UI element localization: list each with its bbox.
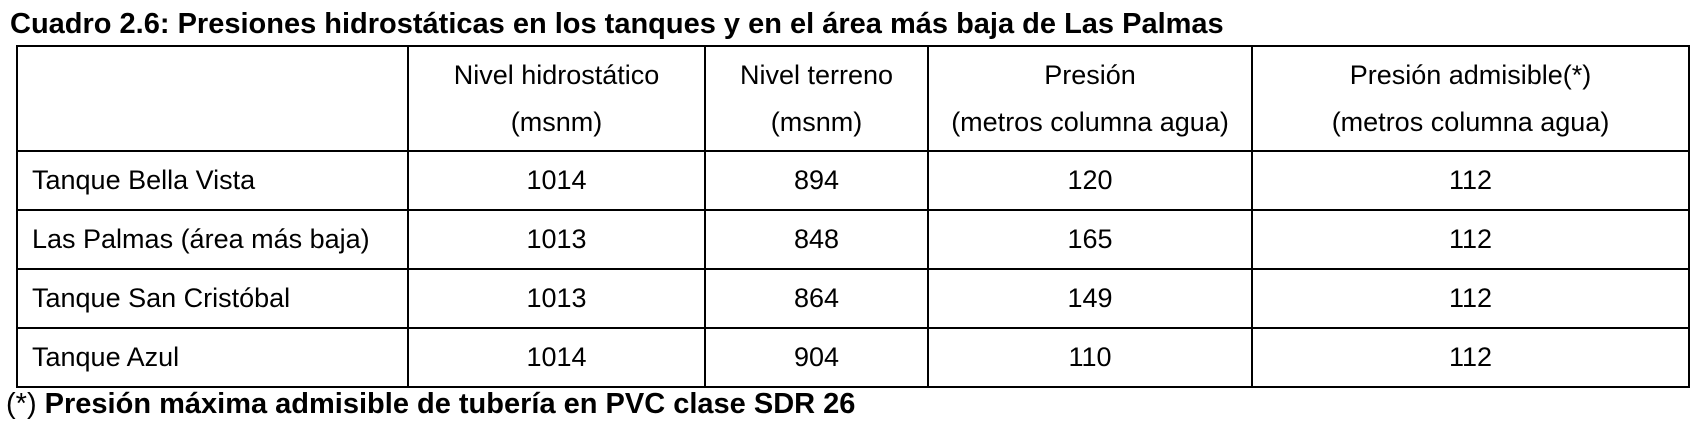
presion-cell: 165	[927, 209, 1253, 270]
header-empty-cell	[16, 45, 409, 152]
table-row: Tanque Azul 1014 904 110 112	[16, 327, 1690, 388]
header-nivel-hidrostatico: Nivel hidrostático (msnm)	[407, 45, 706, 152]
row-name-cell: Tanque Azul	[16, 327, 409, 388]
header-label: Presión admisible(*)	[1349, 59, 1592, 90]
row-name-cell: Tanque Bella Vista	[16, 150, 409, 211]
table-header-row: Nivel hidrostático (msnm) Nivel terreno …	[16, 45, 1690, 152]
nivel-terreno-cell: 848	[704, 209, 929, 270]
presion-admisible-cell: 112	[1251, 150, 1690, 211]
nivel-hidrostatico-cell: 1013	[407, 209, 706, 270]
presion-admisible-cell: 112	[1251, 327, 1690, 388]
nivel-terreno-cell: 864	[704, 268, 929, 329]
footnote: (*) Presión máxima admisible de tubería …	[6, 384, 855, 424]
header-presion-admisible: Presión admisible(*) (metros columna agu…	[1251, 45, 1690, 152]
table-caption: Cuadro 2.6: Presiones hidrostáticas en l…	[10, 8, 1224, 40]
presion-admisible-cell: 112	[1251, 209, 1690, 270]
footnote-text: Presión máxima admisible de tubería en P…	[44, 388, 856, 420]
presion-cell: 149	[927, 268, 1253, 329]
table-row: Tanque San Cristóbal 1013 864 149 112	[16, 268, 1690, 329]
header-unit: (metros columna agua)	[951, 106, 1229, 137]
header-label: Presión	[1044, 59, 1136, 90]
header-label: Nivel hidrostático	[453, 59, 660, 90]
pressure-table: Nivel hidrostático (msnm) Nivel terreno …	[16, 45, 1690, 388]
row-name-cell: Las Palmas (área más baja)	[16, 209, 409, 270]
footnote-mark: (*)	[6, 388, 37, 420]
presion-cell: 110	[927, 327, 1253, 388]
header-unit: (msnm)	[510, 106, 603, 137]
header-unit: (metros columna agua)	[1331, 106, 1610, 137]
table-row: Tanque Bella Vista 1014 894 120 112	[16, 150, 1690, 211]
nivel-terreno-cell: 904	[704, 327, 929, 388]
presion-admisible-cell: 112	[1251, 268, 1690, 329]
nivel-hidrostatico-cell: 1013	[407, 268, 706, 329]
header-label: Nivel terreno	[739, 59, 894, 90]
nivel-terreno-cell: 894	[704, 150, 929, 211]
header-nivel-terreno: Nivel terreno (msnm)	[704, 45, 929, 152]
header-presion: Presión (metros columna agua)	[927, 45, 1253, 152]
nivel-hidrostatico-cell: 1014	[407, 150, 706, 211]
header-unit: (msnm)	[770, 106, 863, 137]
row-name-cell: Tanque San Cristóbal	[16, 268, 409, 329]
presion-cell: 120	[927, 150, 1253, 211]
table-row: Las Palmas (área más baja) 1013 848 165 …	[16, 209, 1690, 270]
nivel-hidrostatico-cell: 1014	[407, 327, 706, 388]
